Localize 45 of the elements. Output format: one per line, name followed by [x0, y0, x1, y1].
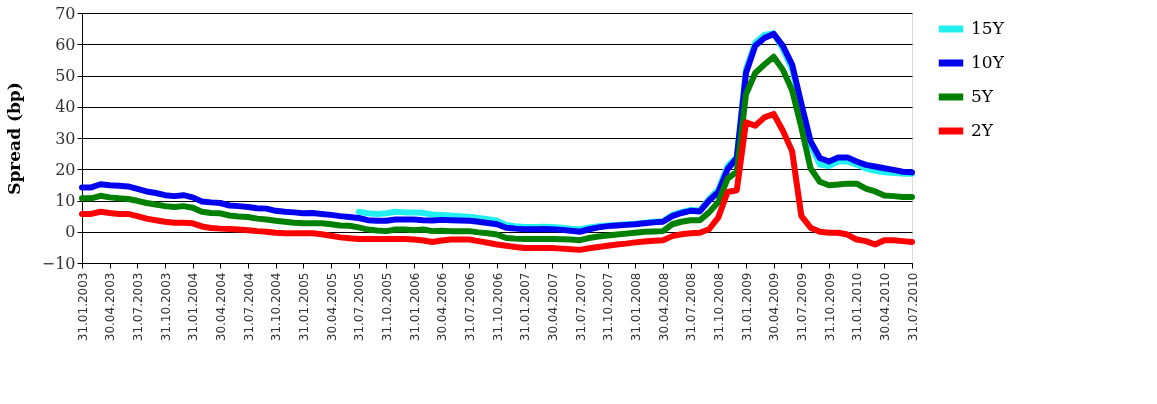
x-tick-label: 31.10.2008 — [711, 272, 726, 342]
y-tick-label: 60 — [55, 34, 76, 54]
x-tick-label: 31.10.2009 — [822, 272, 837, 342]
y-tick-label: −10 — [41, 253, 76, 273]
y-tick-label: 70 — [55, 3, 76, 23]
x-tick-label: 31.07.2010 — [905, 272, 920, 342]
y-tick-label: 10 — [55, 191, 76, 210]
x-tick-label: 31.07.2003 — [130, 272, 145, 342]
x-tick-label: 30.04.2003 — [103, 272, 118, 342]
x-tick-label: 31.10.2004 — [269, 272, 284, 342]
x-tick-label: 30.04.2010 — [877, 272, 892, 342]
x-tick-label: 31.01.2008 — [628, 272, 643, 342]
x-tick-label: 30.04.2008 — [656, 272, 671, 342]
y-tick-label: 30 — [55, 128, 76, 148]
legend-label: 15Y — [971, 18, 1005, 38]
x-tick-label: 30.04.2009 — [767, 272, 782, 342]
y-tick-label: 50 — [55, 66, 76, 85]
x-tick-label: 31.10.2006 — [490, 272, 505, 342]
x-tick-label: 31.01.2005 — [296, 272, 311, 342]
x-tick-label: 31.01.2003 — [75, 272, 90, 342]
x-tick-label: 31.01.2009 — [739, 272, 754, 342]
x-tick-label: 30.04.2005 — [324, 272, 339, 342]
x-tick-label: 30.04.2004 — [213, 272, 228, 342]
x-tick-label: 31.07.2006 — [462, 272, 477, 342]
x-tick-label: 30.04.2006 — [435, 272, 450, 342]
y-axis-title: Spread (bp) — [3, 82, 24, 195]
y-tick-label: 20 — [55, 159, 76, 179]
x-tick-label: 31.10.2007 — [601, 272, 616, 342]
y-tick-label: 0 — [65, 222, 76, 242]
x-tick-label: 31.07.2005 — [352, 272, 367, 342]
x-tick-label: 30.04.2007 — [545, 272, 560, 342]
x-tick-label: 31.01.2004 — [186, 272, 201, 342]
x-tick-label: 31.07.2007 — [573, 272, 588, 342]
x-tick-label: 31.10.2005 — [379, 272, 394, 342]
legend-label: 2Y — [971, 120, 994, 140]
legend-label: 5Y — [971, 86, 994, 106]
y-tick-label: 40 — [55, 97, 76, 117]
x-tick-label: 31.07.2004 — [241, 272, 256, 342]
legend-label: 10Y — [971, 52, 1005, 72]
x-tick-label: 31.07.2008 — [684, 272, 699, 342]
x-tick-label: 31.01.2006 — [407, 272, 422, 342]
x-tick-label: 31.01.2010 — [850, 272, 865, 342]
x-tick-label: 31.07.2009 — [794, 272, 809, 342]
x-tick-label: 31.10.2003 — [158, 272, 173, 342]
x-tick-label: 31.01.2007 — [518, 272, 533, 342]
